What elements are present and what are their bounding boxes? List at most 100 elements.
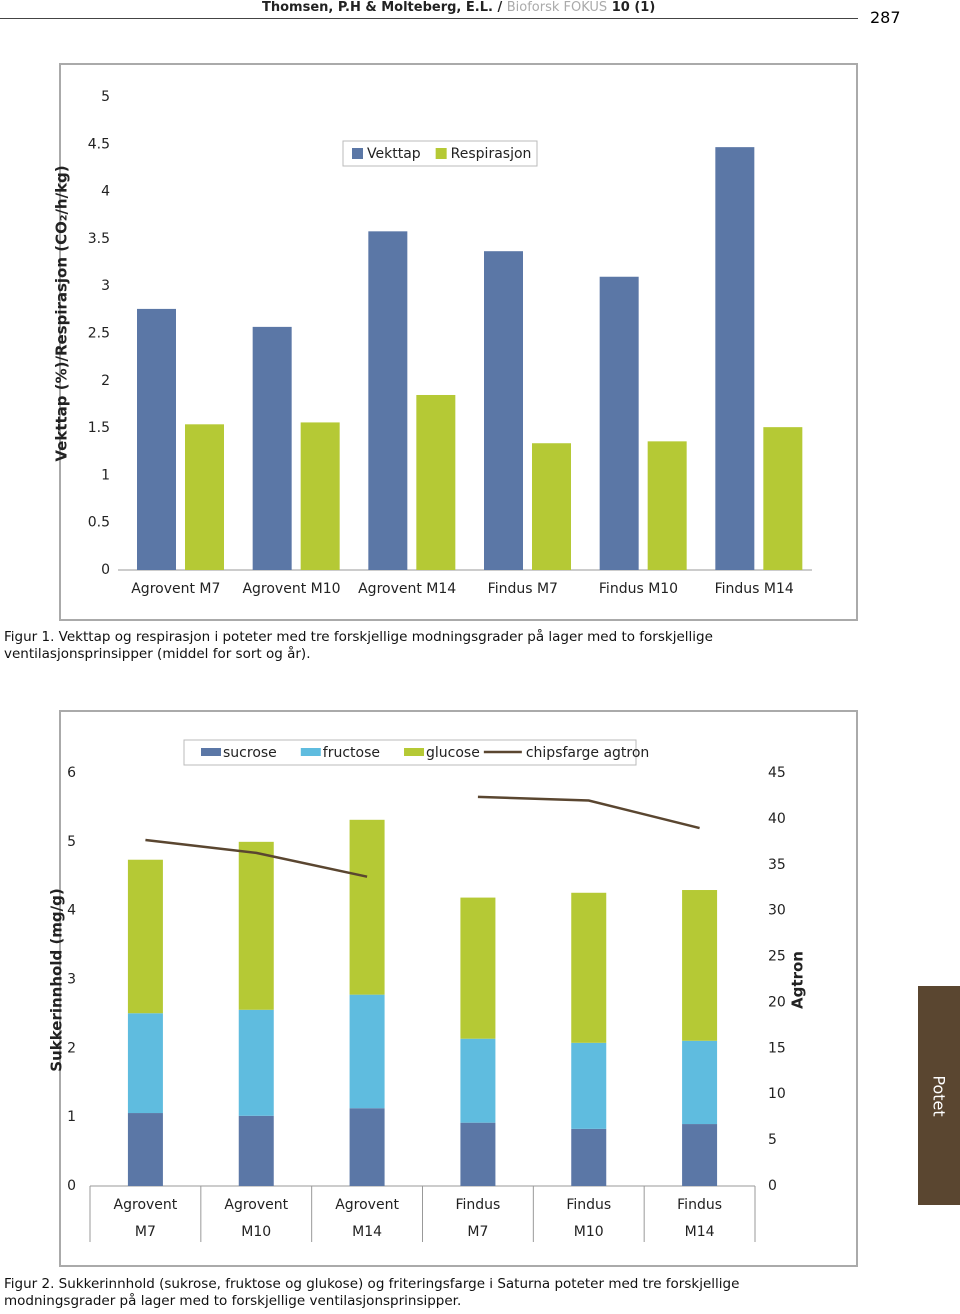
x-tick-label: Findus M7: [488, 581, 558, 597]
y-tick-label: 0.5: [88, 515, 110, 531]
running-header: Thomsen, P.H & Molteberg, E.L. / Biofors…: [262, 0, 655, 15]
x-tick-label: Agrovent: [224, 1197, 288, 1213]
legend-label: chipsfarge agtron: [526, 745, 649, 761]
legend-label: glucose: [426, 745, 480, 761]
y-tick-label: 3.5: [88, 231, 110, 247]
x-tick-label: Agrovent: [114, 1197, 178, 1213]
bar: [137, 308, 176, 570]
bar: [416, 394, 456, 570]
x-tick-label: M10: [241, 1224, 271, 1240]
legend-swatch: [300, 748, 321, 756]
legend-label: Vekttap: [367, 146, 421, 162]
y2-tick-label: 35: [768, 857, 786, 873]
y-axis-title: Sukkerinnhold (mg/g): [48, 888, 66, 1071]
x-tick-label: M14: [352, 1224, 382, 1240]
bar-segment: [238, 1009, 274, 1116]
x-tick-label: Agrovent M7: [131, 581, 220, 597]
y-tick-label: 5: [101, 89, 110, 105]
bar-segment: [571, 1128, 607, 1186]
legend-swatch: [404, 748, 425, 756]
page-number: 287: [870, 8, 901, 27]
y2-tick-label: 40: [768, 811, 786, 827]
chart-frame: [59, 710, 858, 1267]
side-tab: Potet: [918, 986, 960, 1205]
bar-segment: [238, 1115, 274, 1186]
line: [145, 838, 368, 878]
x-tick-label: Findus M10: [599, 581, 678, 597]
x-tick-label: M10: [574, 1224, 604, 1240]
y-tick-label: 4: [101, 184, 110, 200]
bar-segment: [460, 897, 496, 1039]
line: [477, 795, 700, 830]
chart-1: 0 0.5 1 1.5 2 2.5 3 3.5 4 4.5 5 Vekttap (%)/Respira…: [53, 63, 858, 621]
side-tab-label: Potet: [929, 1074, 949, 1117]
bar-segment: [127, 1113, 163, 1186]
y2-tick-label: 20: [768, 994, 786, 1010]
bar: [715, 147, 755, 570]
bar-segment: [571, 1042, 607, 1129]
x-tick-label: Agrovent M10: [242, 581, 340, 597]
bar-segment: [238, 841, 274, 1010]
header-rule: [0, 18, 858, 19]
x-tick-label: Findus: [566, 1197, 611, 1213]
x-tick-label: Findus M14: [715, 581, 794, 597]
bar: [532, 443, 571, 570]
bar-segment: [349, 994, 385, 1109]
y-tick-label: 3: [67, 972, 76, 988]
bar: [763, 427, 803, 570]
bar: [252, 326, 292, 570]
y-tick-label: 1.5: [88, 420, 110, 436]
y-tick-label: 6: [67, 765, 76, 781]
bar: [599, 276, 639, 570]
chart-frame: [59, 63, 858, 621]
bar: [300, 422, 340, 570]
bar-segment: [682, 1124, 718, 1186]
bar: [185, 424, 224, 570]
x-tick-label: Findus: [677, 1197, 722, 1213]
legend-label: Respirasjon: [451, 146, 532, 162]
legend-label: sucrose: [223, 745, 277, 761]
y-tick-label: 5: [67, 834, 76, 850]
bar-segment: [460, 1122, 496, 1186]
x-tick-label: M7: [135, 1224, 156, 1240]
bar-segment: [127, 1013, 163, 1114]
y2-tick-label: 5: [768, 1132, 777, 1148]
bar: [647, 441, 687, 570]
x-tick-label: M14: [685, 1224, 715, 1240]
y2-axis-title: Agtron: [789, 951, 807, 1009]
legend-label: fructose: [323, 745, 380, 761]
y-tick-label: 2: [101, 373, 110, 389]
bar-segment: [460, 1038, 496, 1123]
y2-tick-label: 10: [768, 1086, 786, 1102]
issue: 10 (1): [611, 0, 656, 15]
y2-tick-label: 30: [768, 903, 786, 919]
bar: [484, 251, 523, 570]
y-tick-label: 4: [67, 903, 76, 919]
y-tick-label: 2: [67, 1040, 76, 1056]
legend-swatch: [352, 148, 363, 159]
x-tick-label: Agrovent M14: [358, 581, 456, 597]
bar-segment: [349, 1108, 385, 1186]
legend-swatch: [201, 748, 221, 756]
y2-tick-label: 15: [768, 1040, 786, 1056]
x-tick-label: Findus: [455, 1197, 500, 1213]
y-tick-label: 2.5: [88, 326, 110, 342]
bar-segment: [127, 859, 163, 1014]
y-tick-label: 4.5: [88, 136, 110, 152]
authors: Thomsen, P.H & Molteberg, E.L. /: [262, 0, 503, 15]
x-tick-label: Agrovent: [335, 1197, 399, 1213]
y2-tick-label: 45: [768, 765, 786, 781]
bar-segment: [571, 892, 607, 1043]
legend-swatch: [435, 148, 447, 159]
y2-tick-label: 0: [768, 1178, 777, 1194]
journal: Bioforsk FOKUS: [506, 0, 608, 15]
y-tick-label: 0: [67, 1178, 76, 1194]
bar: [368, 231, 408, 570]
bar-segment: [682, 1040, 718, 1125]
caption-1: Figur 1. Vekttap og respirasjon i potete…: [4, 629, 713, 662]
y-tick-label: 3: [101, 278, 110, 294]
caption-2: Figur 2. Sukkerinnhold (sukrose, fruktos…: [4, 1276, 740, 1309]
y-tick-label: 0: [101, 562, 110, 578]
